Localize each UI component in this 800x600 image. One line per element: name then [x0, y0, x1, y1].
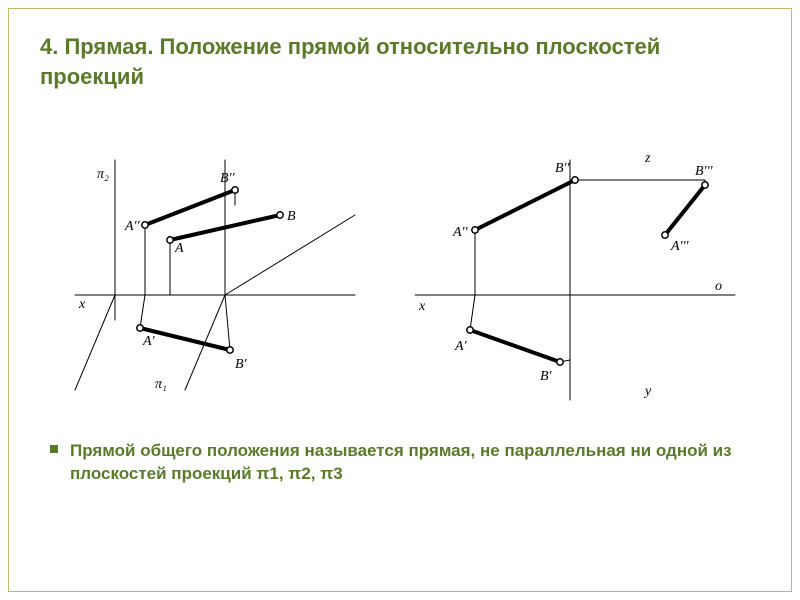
svg-text:B': B' [235, 357, 248, 372]
svg-text:B''': B''' [695, 164, 714, 179]
svg-text:A'': A'' [124, 219, 141, 234]
svg-text:x: x [418, 299, 426, 314]
svg-text:π₁: π₁ [155, 377, 167, 392]
svg-text:B'': B'' [220, 171, 236, 186]
slide-title: 4. Прямая. Положение прямой относительно… [40, 32, 760, 91]
svg-text:A': A' [142, 334, 156, 349]
svg-text:A': A' [454, 339, 468, 354]
diagram-left: A'' B'' A B A' B' π₂ π₁ x [55, 150, 375, 400]
body-text: Прямой общего положения называется пряма… [70, 440, 750, 486]
svg-text:z: z [644, 151, 651, 166]
svg-text:o: o [715, 279, 722, 294]
svg-text:B'': B'' [555, 161, 571, 176]
svg-text:π₂: π₂ [97, 167, 109, 182]
svg-text:B': B' [540, 369, 553, 384]
diagram-right: A'' B'' A''' B''' A' B' z x y o [395, 150, 755, 410]
svg-text:B: B [287, 209, 296, 224]
bullet-icon [50, 445, 58, 453]
svg-text:A''': A''' [670, 239, 690, 254]
svg-text:A: A [174, 241, 184, 256]
svg-text:x: x [78, 297, 86, 312]
svg-text:y: y [643, 384, 652, 399]
svg-text:A'': A'' [452, 225, 469, 240]
